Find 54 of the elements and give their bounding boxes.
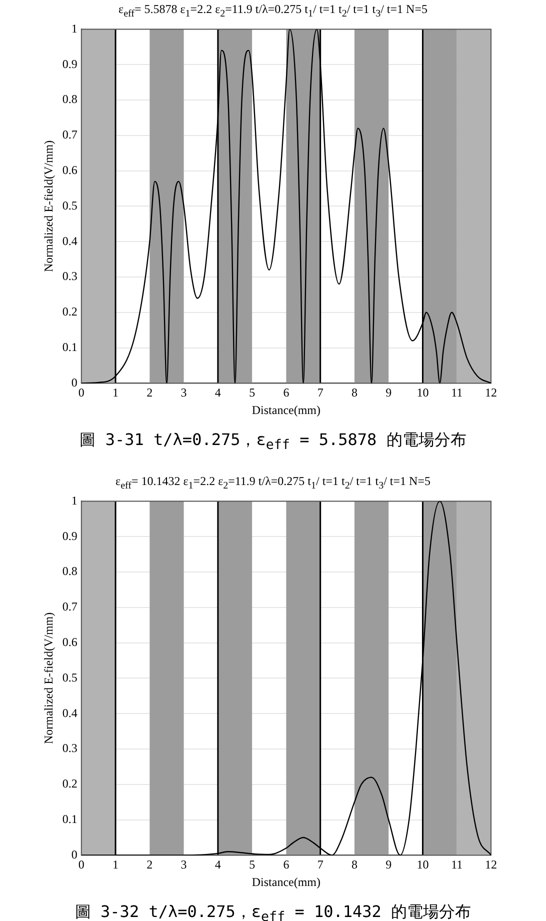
x-tick-label: 3 — [180, 858, 187, 872]
x-tick-label: 1 — [112, 386, 119, 400]
x-tick-label: 3 — [180, 386, 187, 400]
x-tick-label: 5 — [249, 858, 256, 872]
y-tick-label: 0.7 — [62, 128, 78, 142]
y-axis-title: Normalized E-field(V/mm) — [41, 140, 56, 272]
x-tick-label: 4 — [214, 858, 221, 872]
caption: 圖 3-31 t/λ=0.275，ε$_{eff}$ = 5.5878 的電場分布 — [78, 430, 468, 454]
x-tick-label: 10 — [416, 858, 429, 872]
x-tick-label: 10 — [416, 386, 429, 400]
x-tick-label: 4 — [214, 386, 221, 400]
x-tick-label: 7 — [317, 858, 324, 872]
y-tick-label: 0.1 — [62, 340, 78, 354]
y-tick-label: 0.5 — [62, 198, 78, 212]
x-tick-label: 7 — [317, 386, 324, 400]
y-tick-label: 0.2 — [62, 304, 78, 319]
x-tick-label: 6 — [283, 858, 290, 872]
y-tick-label: 0.9 — [62, 56, 78, 71]
y-tick-label: 0 — [71, 375, 78, 390]
x-tick-label: 11 — [451, 386, 463, 400]
y-tick-label: 0.6 — [62, 162, 78, 177]
y-tick-label: 0.8 — [62, 92, 78, 106]
y-tick-label: 0.4 — [62, 234, 78, 248]
x-tick-label: 11 — [451, 858, 463, 872]
y-tick-label: 0.3 — [62, 741, 78, 756]
x-tick-label: 2 — [146, 386, 153, 400]
chart-title: ε$_{eff}$= 5.5878 ε$_{1}$=2.2 ε$_{2}$=11.9 t/λ=0.275 t$_{1}$/ t=1 t$_{2}$/ t=1 t$_{3}$/ t=1 N=5 — [118, 2, 428, 20]
x-tick-label: 8 — [351, 386, 358, 400]
x-axis-title: Distance(mm) — [252, 402, 321, 417]
y-tick-label: 0.6 — [62, 634, 78, 649]
x-axis-title: Distance(mm) — [252, 874, 321, 889]
y-tick-label: 0 — [71, 847, 78, 862]
y-tick-label: 0.4 — [62, 706, 78, 720]
y-tick-label: 0.8 — [62, 564, 78, 578]
chart-title: ε$_{eff}$= 10.1432 ε$_{1}$=2.2 ε$_{2}$=11.9 t/λ=0.275 t$_{1}$/ t=1 t$_{2}$/ t=1 t$_{3}$/ t=1 N=5 — [116, 474, 430, 492]
y-tick-label: 0.5 — [62, 670, 78, 684]
x-tick-label: 9 — [386, 858, 392, 872]
y-tick-label: 1 — [71, 493, 78, 508]
x-tick-label: 5 — [249, 386, 256, 400]
y-tick-label: 1 — [71, 21, 78, 36]
x-tick-label: 12 — [485, 386, 497, 400]
y-tick-label: 0.1 — [62, 812, 78, 826]
x-tick-label: 8 — [351, 858, 358, 872]
y-tick-label: 0.7 — [62, 600, 78, 614]
x-tick-label: 12 — [485, 858, 497, 872]
caption: 圖 3-32 t/λ=0.275，ε$_{eff}$ = 10.1432 的電場分布 — [74, 902, 472, 921]
x-tick-label: 1 — [112, 858, 119, 872]
y-tick-label: 0.2 — [62, 776, 78, 791]
y-tick-label: 0.9 — [62, 528, 78, 543]
y-axis-title: Normalized E-field(V/mm) — [41, 612, 56, 744]
x-tick-label: 6 — [283, 386, 290, 400]
y-tick-label: 0.3 — [62, 269, 78, 284]
x-tick-label: 2 — [146, 858, 153, 872]
x-tick-label: 9 — [386, 386, 392, 400]
